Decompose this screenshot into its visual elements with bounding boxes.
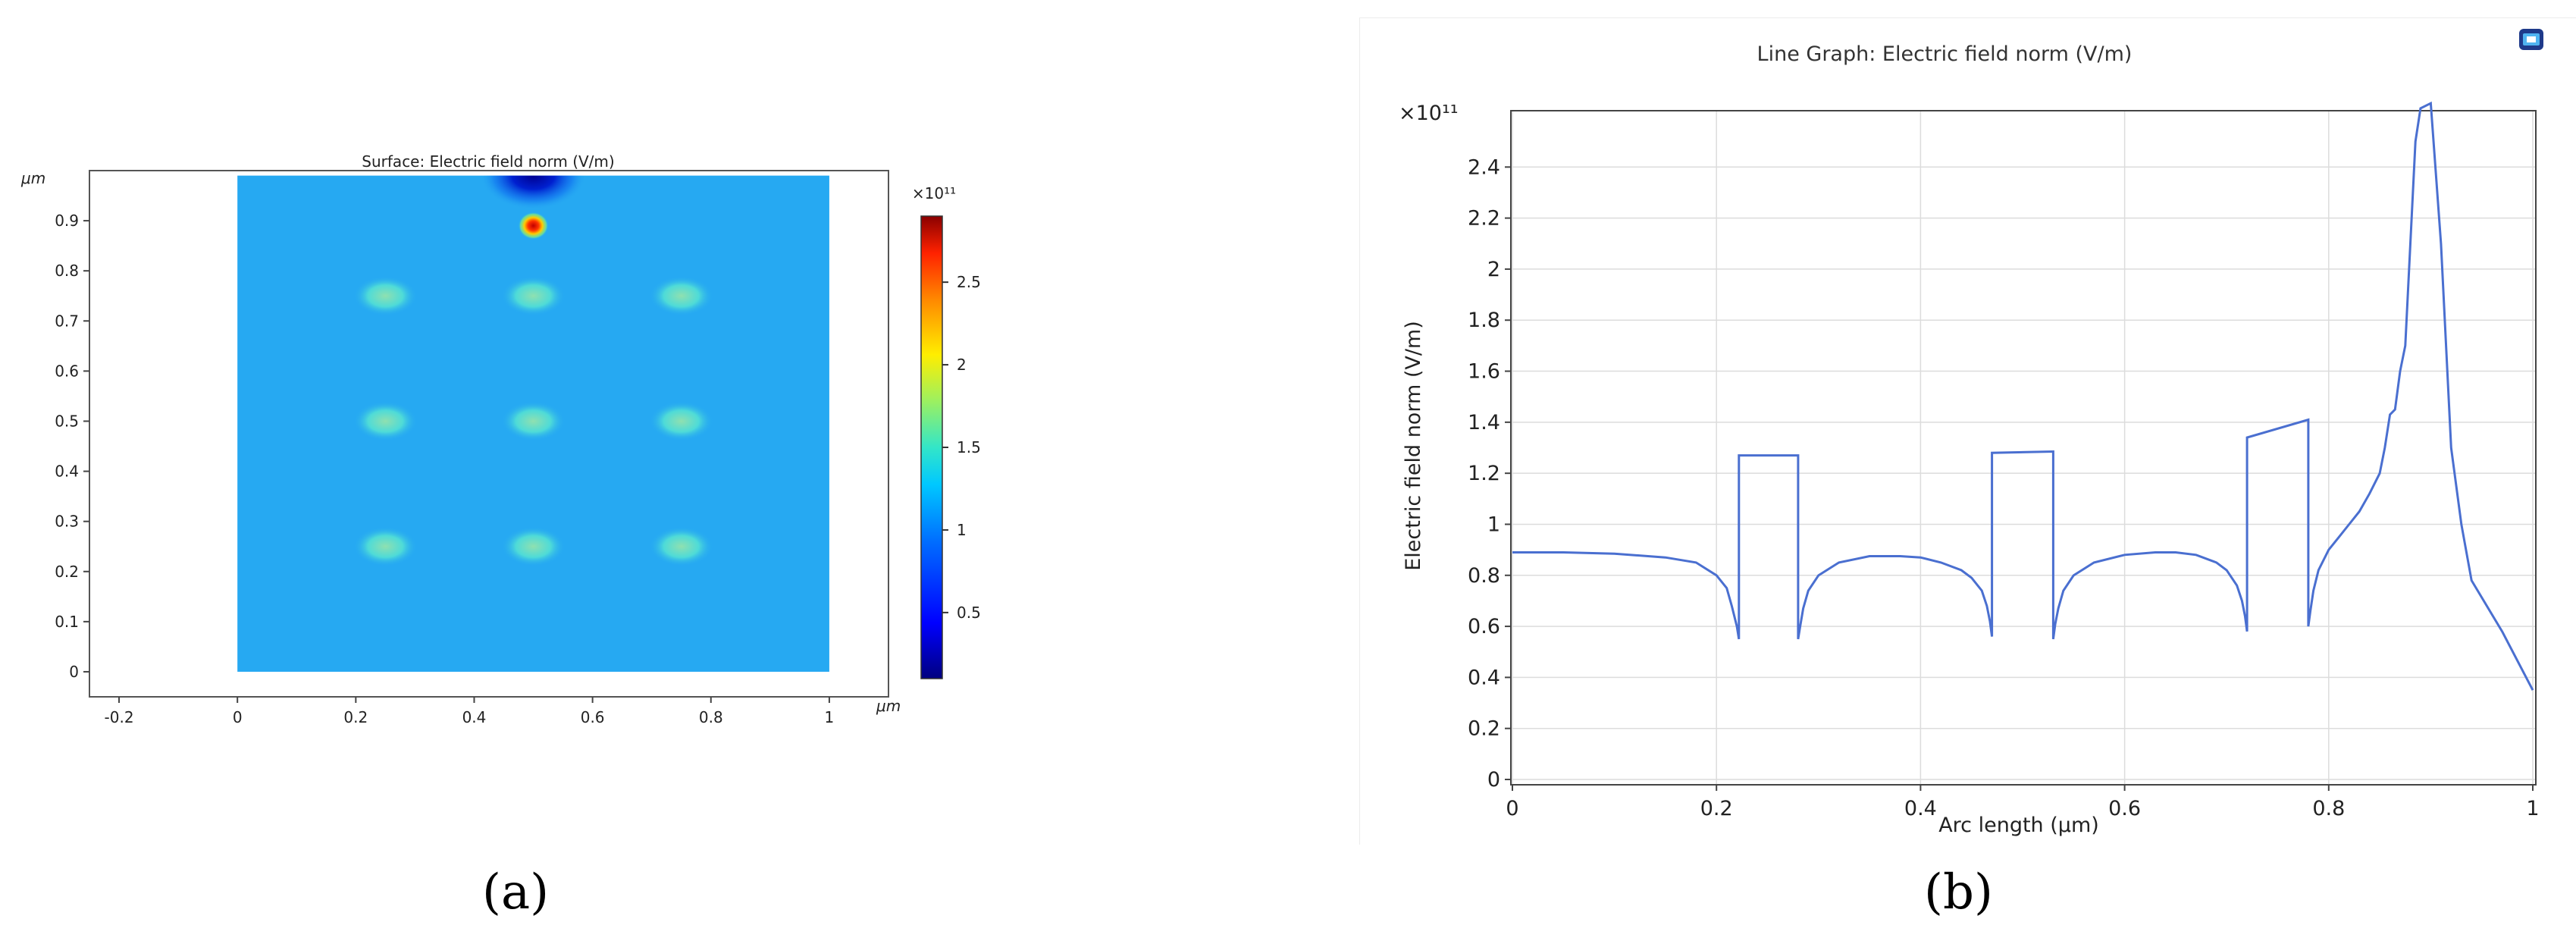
heatmap-x-tick-label: 0.8 <box>699 708 723 726</box>
y-tick-label: 1.4 <box>1468 411 1500 434</box>
field-hotspot <box>501 526 566 566</box>
heatmap-y-tick-label: 0.9 <box>55 212 79 230</box>
y-tick-label: 0.4 <box>1468 666 1500 689</box>
caption-a: (a) <box>482 864 550 920</box>
y-tick-label: 0.8 <box>1468 564 1500 588</box>
y-tick-label: 1.8 <box>1468 309 1500 332</box>
heatmap-y-tick-label: 0.2 <box>55 563 79 581</box>
y-tick-label: 2.4 <box>1468 155 1500 179</box>
y-tick-label: 2.2 <box>1468 207 1500 231</box>
x-tick-label: 0.4 <box>1904 797 1937 820</box>
heatmap-x-tick-label: 1 <box>825 708 835 726</box>
field-hotspot <box>353 526 418 566</box>
field-hotspot <box>649 526 713 566</box>
y-tick-label: 0.2 <box>1468 717 1500 741</box>
surface-plot-panel: Surface: Electric field norm (V/m) μm μm… <box>20 152 981 726</box>
colorbar-tick-label: 0.5 <box>957 604 981 622</box>
heatmap-x-tick-label: 0.4 <box>462 708 487 726</box>
heatmap-y-tick-label: 0.5 <box>55 412 79 430</box>
heatmap-y-tick-label: 0.1 <box>55 613 79 631</box>
y-tick-label: 1.2 <box>1468 462 1500 485</box>
line-graph-exponent: ×10¹¹ <box>1399 102 1459 125</box>
field-hotspot <box>649 276 713 316</box>
x-tick-label: 0 <box>1506 797 1518 820</box>
heatmap-y-tick-label: 0.6 <box>55 362 79 380</box>
y-tick-label: 1.6 <box>1468 360 1500 384</box>
field-hotspot <box>353 401 418 441</box>
x-tick-label: 0.6 <box>2108 797 2141 820</box>
x-tick-label: 0.8 <box>2312 797 2345 820</box>
y-tick-label: 1 <box>1487 513 1500 536</box>
heatmap-x-tick-label: 0 <box>233 708 243 726</box>
heatmap-y-unit: μm <box>20 169 45 187</box>
line-graph-panel <box>1359 17 2576 845</box>
heatmap-y-tick-label: 0.4 <box>55 463 79 481</box>
field-hotspot <box>649 401 713 441</box>
field-peak <box>518 212 549 240</box>
field-low-region <box>480 175 587 210</box>
colorbar <box>920 215 943 679</box>
y-tick-label: 2 <box>1487 258 1500 281</box>
colorbar-tick-label: 1 <box>957 521 967 539</box>
colorbar-exponent: ×10¹¹ <box>912 184 956 202</box>
heatmap-x-tick-label: 0.2 <box>343 708 368 726</box>
colorbar-tick-label: 2 <box>957 356 967 374</box>
heatmap-x-tick-label: -0.2 <box>105 708 134 726</box>
heatmap-title: Surface: Electric field norm (V/m) <box>362 152 614 171</box>
line-graph-ylabel: Electric field norm (V/m) <box>1402 321 1425 571</box>
x-tick-label: 1 <box>2526 797 2539 820</box>
heatmap-y-tick-label: 0 <box>69 663 79 681</box>
y-tick-label: 0 <box>1487 768 1500 792</box>
heatmap-x-tick-label: 0.6 <box>581 708 605 726</box>
image-export-icon[interactable] <box>2519 29 2543 50</box>
field-hotspot <box>353 276 418 316</box>
colorbar-tick-label: 2.5 <box>957 273 981 291</box>
heatmap-y-tick-label: 0.3 <box>55 513 79 531</box>
heatmap-y-tick-label: 0.7 <box>55 312 79 330</box>
line-graph-svg: Line Graph: Electric field norm (V/m) ×1… <box>1399 29 2543 837</box>
heatmap-x-unit: μm <box>876 697 901 715</box>
field-hotspot <box>501 401 566 441</box>
series-line <box>1512 101 2534 691</box>
field-hotspot <box>501 276 566 316</box>
colorbar-tick-label: 1.5 <box>957 438 981 456</box>
caption-b: (b) <box>1924 864 1993 920</box>
line-graph-frame <box>1510 110 2537 786</box>
line-graph-title: Line Graph: Electric field norm (V/m) <box>1757 42 2133 66</box>
x-tick-label: 0.2 <box>1700 797 1733 820</box>
heatmap-y-tick-label: 0.8 <box>55 262 79 280</box>
line-graph-xlabel: Arc length (μm) <box>1938 814 2099 837</box>
y-tick-label: 0.6 <box>1468 615 1500 638</box>
